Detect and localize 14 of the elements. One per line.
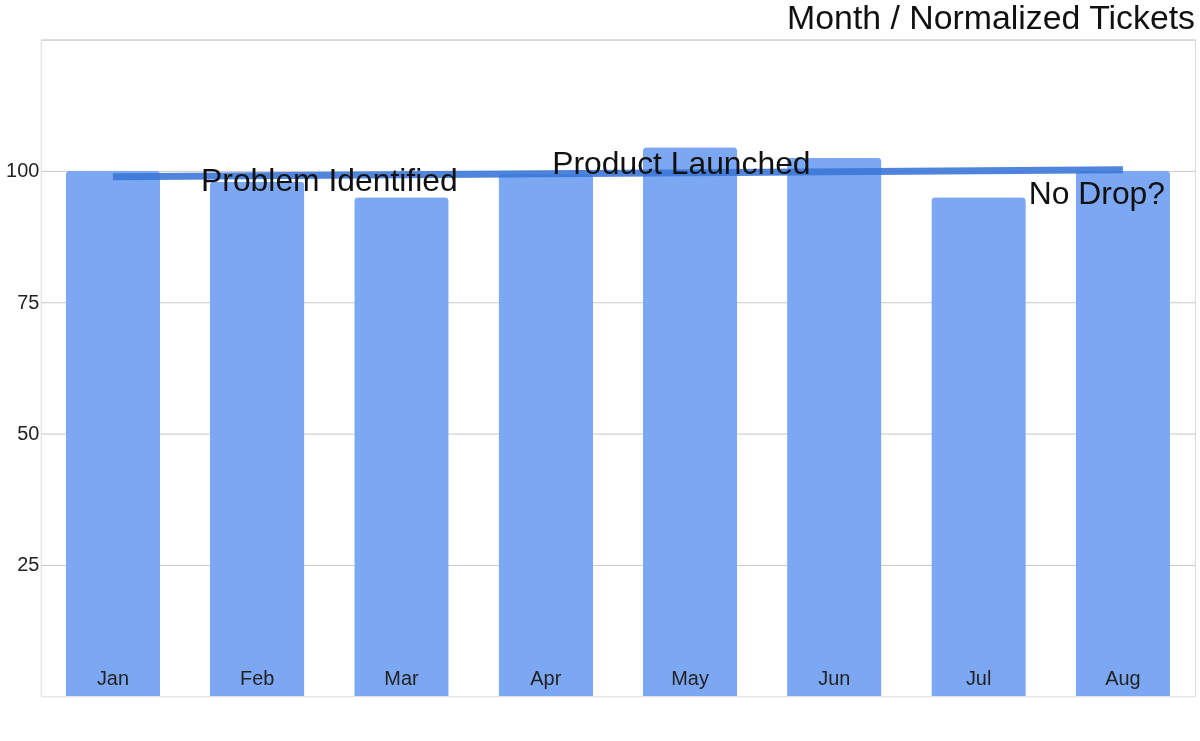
x-tick-label: Mar	[384, 666, 419, 689]
y-tick-label: 50	[17, 422, 40, 445]
x-tick-label: Feb	[240, 666, 275, 689]
x-tick-label: Jun	[818, 666, 851, 689]
x-tick-label: May	[671, 666, 709, 689]
x-tick-label: Apr	[530, 666, 562, 689]
y-tick-label: 75	[17, 290, 40, 313]
y-tick-label: 100	[6, 159, 40, 182]
chart-title: Month / Normalized Tickets	[787, 0, 1196, 36]
y-tick-label: 25	[17, 553, 40, 576]
x-tick-label: Aug	[1105, 666, 1141, 689]
x-tick-label: Jul	[965, 666, 992, 689]
annotation: No Drop?	[1028, 174, 1166, 211]
x-tick-label: Jan	[96, 666, 129, 689]
